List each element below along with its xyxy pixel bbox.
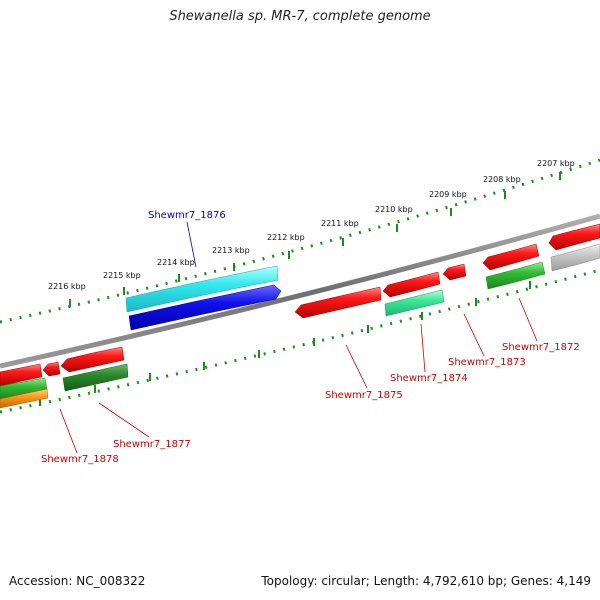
kbp-label-2210: 2210 kbp [375, 205, 413, 214]
gene-shewmr7-1874-red[interactable] [382, 271, 441, 298]
kbp-label-2215: 2215 kbp [103, 271, 141, 280]
kbp-label-2214: 2214 kbp [157, 258, 195, 267]
gene-labels: Shewmr7_1876 Shewmr7_1872 Shewmr7_1873 S… [41, 210, 580, 465]
label-shewmr7-1878[interactable]: Shewmr7_1878 [41, 454, 119, 465]
kbp-major-ticks [69, 172, 561, 307]
kbp-label-2208: 2208 kbp [483, 175, 521, 184]
genome-backbone [0, 213, 600, 369]
gene-shewmr7-1876-cyan[interactable] [125, 265, 279, 313]
label-shewmr7-1877[interactable]: Shewmr7_1877 [113, 439, 191, 450]
gene-shewmr7-1874[interactable] [384, 289, 445, 317]
label-shewmr7-1874[interactable]: Shewmr7_1874 [390, 373, 468, 384]
kbp-label-2207: 2207 kbp [537, 159, 575, 168]
accession-text: Accession: NC_008322 [9, 574, 146, 588]
gene-left-orange[interactable] [0, 388, 49, 409]
gene-shewmr7-1877-red[interactable] [60, 346, 125, 373]
gene-shewmr7-1872-red[interactable] [482, 243, 540, 271]
gene-shewmr7-1872[interactable] [485, 261, 546, 290]
label-shewmr7-1872[interactable]: Shewmr7_1872 [502, 342, 580, 353]
gene-left-red-1[interactable] [0, 363, 43, 387]
map-title: Shewanella sp. MR-7, complete genome [169, 9, 431, 24]
label-shewmr7-1876[interactable]: Shewmr7_1876 [148, 210, 226, 221]
lower-tick-arc [0, 268, 600, 414]
genome-summary-text: Topology: circular; Length: 4,792,610 bp… [261, 574, 591, 588]
label-shewmr7-1873[interactable]: Shewmr7_1873 [448, 357, 526, 368]
kbp-label-2213: 2213 kbp [212, 246, 250, 255]
gene-left-red-2[interactable] [42, 361, 61, 377]
gene-shewmr7-1877[interactable] [62, 363, 129, 392]
gene-label-leaders [59, 221, 538, 454]
gene-right-grey[interactable] [550, 243, 600, 272]
gene-shewmr7-1875[interactable] [294, 286, 382, 319]
label-shewmr7-1875[interactable]: Shewmr7_1875 [325, 390, 403, 401]
kbp-labels: 2207 kbp 2208 kbp 2209 kbp 2210 kbp 2211… [48, 159, 575, 291]
gene-shewmr7-1873[interactable] [442, 263, 467, 281]
kbp-label-2216: 2216 kbp [48, 282, 86, 291]
kbp-label-2212: 2212 kbp [267, 233, 305, 242]
kbp-label-2209: 2209 kbp [429, 190, 467, 199]
gene-shewmr7-1876[interactable] [128, 284, 282, 331]
kbp-label-2211: 2211 kbp [321, 219, 359, 228]
